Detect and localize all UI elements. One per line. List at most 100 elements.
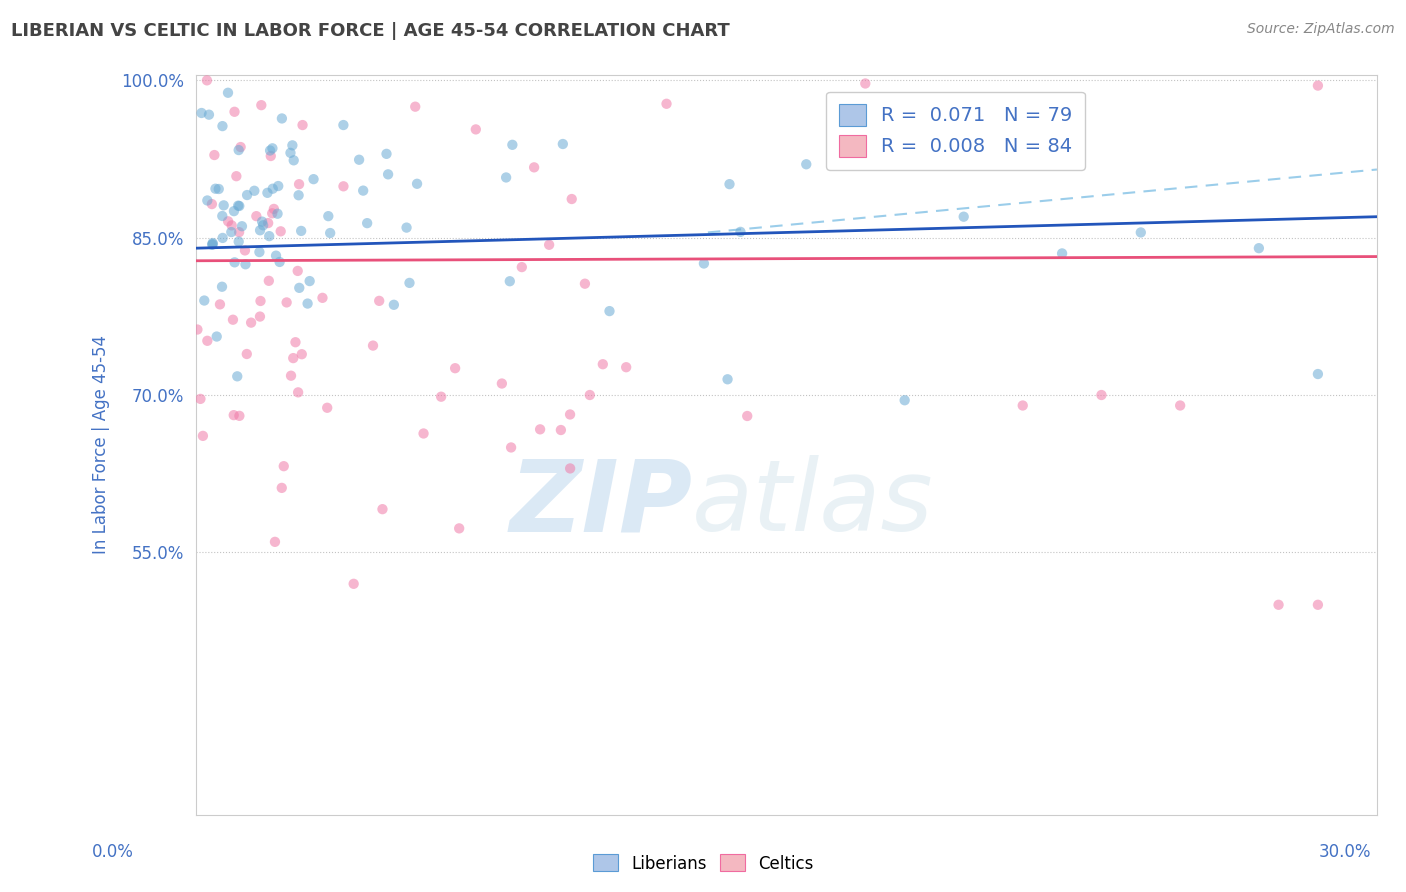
Text: Source: ZipAtlas.com: Source: ZipAtlas.com xyxy=(1247,22,1395,37)
Point xyxy=(578,388,600,402)
Point xyxy=(222,204,245,219)
Point xyxy=(231,219,253,234)
Point xyxy=(226,369,249,384)
Point xyxy=(287,385,309,400)
Point xyxy=(217,214,239,228)
Point xyxy=(371,502,394,516)
Point xyxy=(444,361,467,376)
Point xyxy=(287,188,309,202)
Point xyxy=(228,225,250,239)
Point xyxy=(398,276,420,290)
Point xyxy=(297,296,319,310)
Text: 30.0%: 30.0% xyxy=(1319,843,1371,861)
Point xyxy=(233,244,256,258)
Point xyxy=(1306,78,1329,93)
Legend: Liberians, Celtics: Liberians, Celtics xyxy=(586,847,820,880)
Point xyxy=(319,226,342,240)
Point xyxy=(558,408,581,422)
Point xyxy=(382,298,405,312)
Point xyxy=(287,264,309,278)
Point xyxy=(211,279,233,293)
Point xyxy=(730,225,752,239)
Point xyxy=(257,216,280,230)
Point xyxy=(221,219,243,233)
Point xyxy=(538,237,561,252)
Point xyxy=(598,304,620,318)
Point xyxy=(273,459,295,474)
Point xyxy=(228,143,250,157)
Point xyxy=(1247,241,1270,255)
Point xyxy=(235,257,257,271)
Point xyxy=(412,426,434,441)
Point xyxy=(288,177,311,191)
Point xyxy=(262,141,284,155)
Point xyxy=(222,312,245,326)
Point xyxy=(217,86,239,100)
Point xyxy=(280,368,302,383)
Point xyxy=(551,136,574,151)
Point xyxy=(195,334,218,348)
Point xyxy=(211,209,233,223)
Point xyxy=(201,237,224,252)
Point xyxy=(221,225,243,239)
Point xyxy=(191,429,214,443)
Text: 0.0%: 0.0% xyxy=(91,843,134,861)
Point xyxy=(491,376,513,391)
Point xyxy=(202,148,225,162)
Point xyxy=(266,207,288,221)
Point xyxy=(288,281,311,295)
Point xyxy=(228,409,250,423)
Point xyxy=(561,192,583,206)
Point xyxy=(283,351,305,365)
Point xyxy=(529,422,551,436)
Point xyxy=(375,146,398,161)
Point xyxy=(952,210,974,224)
Point xyxy=(501,441,523,455)
Point xyxy=(249,293,271,308)
Point xyxy=(298,274,321,288)
Point xyxy=(262,206,284,220)
Point xyxy=(523,161,546,175)
Point xyxy=(267,179,290,194)
Point xyxy=(257,274,280,288)
Point xyxy=(655,96,678,111)
Point xyxy=(240,316,263,330)
Point xyxy=(229,140,252,154)
Legend: R =  0.071   N = 79, R =  0.008   N = 84: R = 0.071 N = 79, R = 0.008 N = 84 xyxy=(827,92,1084,169)
Point xyxy=(1306,598,1329,612)
Point xyxy=(1267,598,1289,612)
Point xyxy=(592,357,614,371)
Point xyxy=(464,122,486,136)
Point xyxy=(224,104,246,119)
Point xyxy=(256,186,278,200)
Point xyxy=(853,77,876,91)
Point xyxy=(195,194,218,208)
Point xyxy=(252,219,274,233)
Point xyxy=(228,199,250,213)
Point xyxy=(186,322,208,336)
Point xyxy=(211,119,233,133)
Text: atlas: atlas xyxy=(692,456,934,552)
Point xyxy=(260,149,283,163)
Point xyxy=(893,393,915,408)
Point xyxy=(208,297,231,311)
Point xyxy=(212,198,235,212)
Point xyxy=(430,390,453,404)
Point xyxy=(735,409,758,423)
Point xyxy=(283,153,305,168)
Point xyxy=(377,167,399,181)
Point xyxy=(245,209,267,223)
Point xyxy=(276,295,298,310)
Point xyxy=(204,182,226,196)
Point xyxy=(208,182,231,196)
Point xyxy=(499,274,522,288)
Text: ZIP: ZIP xyxy=(509,456,692,552)
Point xyxy=(406,177,429,191)
Point xyxy=(281,138,304,153)
Point xyxy=(236,347,259,361)
Point xyxy=(222,408,245,422)
Point xyxy=(558,461,581,475)
Point xyxy=(280,145,302,160)
Point xyxy=(718,177,741,191)
Point xyxy=(1168,399,1191,413)
